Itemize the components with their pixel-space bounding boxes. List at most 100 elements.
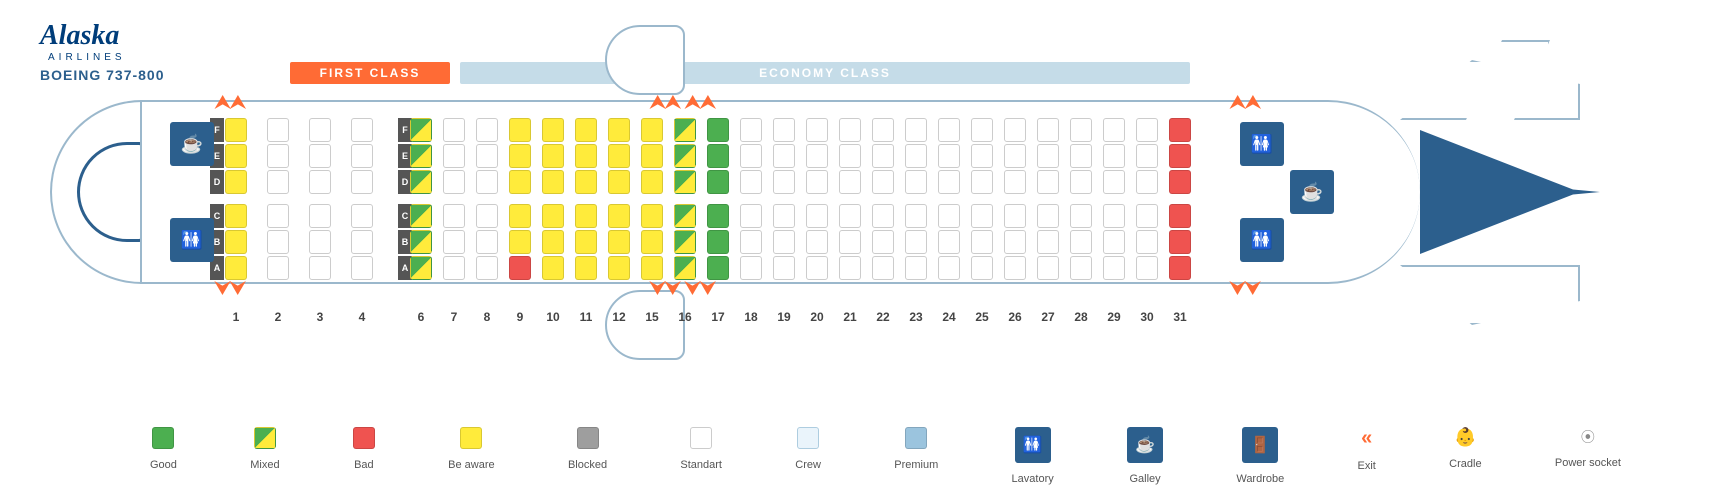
seat-10A[interactable] <box>542 256 564 280</box>
seat-29D[interactable] <box>1103 170 1125 194</box>
seat-21E[interactable] <box>839 144 861 168</box>
seat-29B[interactable] <box>1103 230 1125 254</box>
seat-22C[interactable] <box>872 204 894 228</box>
seat-8E[interactable] <box>476 144 498 168</box>
seat-28C[interactable] <box>1070 204 1092 228</box>
seat-9B[interactable] <box>509 230 531 254</box>
seat-1E[interactable] <box>225 144 247 168</box>
seat-29E[interactable] <box>1103 144 1125 168</box>
seat-26A[interactable] <box>1004 256 1026 280</box>
seat-26F[interactable] <box>1004 118 1026 142</box>
seat-16A[interactable] <box>674 256 696 280</box>
seat-27A[interactable] <box>1037 256 1059 280</box>
seat-7C[interactable] <box>443 204 465 228</box>
seat-3C[interactable] <box>309 204 331 228</box>
seat-25C[interactable] <box>971 204 993 228</box>
seat-28D[interactable] <box>1070 170 1092 194</box>
seat-24F[interactable] <box>938 118 960 142</box>
seat-3F[interactable] <box>309 118 331 142</box>
seat-23B[interactable] <box>905 230 927 254</box>
seat-15F[interactable] <box>641 118 663 142</box>
seat-26D[interactable] <box>1004 170 1026 194</box>
seat-23D[interactable] <box>905 170 927 194</box>
seat-30C[interactable] <box>1136 204 1158 228</box>
seat-8F[interactable] <box>476 118 498 142</box>
seat-22E[interactable] <box>872 144 894 168</box>
seat-17A[interactable] <box>707 256 729 280</box>
seat-24C[interactable] <box>938 204 960 228</box>
seat-19F[interactable] <box>773 118 795 142</box>
seat-28A[interactable] <box>1070 256 1092 280</box>
seat-18F[interactable] <box>740 118 762 142</box>
seat-2F[interactable] <box>267 118 289 142</box>
seat-20E[interactable] <box>806 144 828 168</box>
seat-26E[interactable] <box>1004 144 1026 168</box>
seat-20C[interactable] <box>806 204 828 228</box>
seat-1F[interactable] <box>225 118 247 142</box>
seat-9A[interactable] <box>509 256 531 280</box>
seat-10F[interactable] <box>542 118 564 142</box>
seat-19E[interactable] <box>773 144 795 168</box>
seat-18C[interactable] <box>740 204 762 228</box>
seat-6D[interactable] <box>410 170 432 194</box>
seat-4D[interactable] <box>351 170 373 194</box>
seat-31B[interactable] <box>1169 230 1191 254</box>
seat-2A[interactable] <box>267 256 289 280</box>
seat-28B[interactable] <box>1070 230 1092 254</box>
seat-15D[interactable] <box>641 170 663 194</box>
seat-11C[interactable] <box>575 204 597 228</box>
seat-21D[interactable] <box>839 170 861 194</box>
seat-31A[interactable] <box>1169 256 1191 280</box>
seat-8D[interactable] <box>476 170 498 194</box>
seat-7D[interactable] <box>443 170 465 194</box>
seat-17D[interactable] <box>707 170 729 194</box>
seat-23F[interactable] <box>905 118 927 142</box>
seat-7A[interactable] <box>443 256 465 280</box>
seat-2E[interactable] <box>267 144 289 168</box>
seat-24E[interactable] <box>938 144 960 168</box>
seat-17B[interactable] <box>707 230 729 254</box>
seat-20A[interactable] <box>806 256 828 280</box>
seat-22D[interactable] <box>872 170 894 194</box>
seat-6E[interactable] <box>410 144 432 168</box>
seat-29F[interactable] <box>1103 118 1125 142</box>
seat-24A[interactable] <box>938 256 960 280</box>
seat-18E[interactable] <box>740 144 762 168</box>
seat-11E[interactable] <box>575 144 597 168</box>
seat-23A[interactable] <box>905 256 927 280</box>
seat-1D[interactable] <box>225 170 247 194</box>
seat-2B[interactable] <box>267 230 289 254</box>
seat-12F[interactable] <box>608 118 630 142</box>
seat-3E[interactable] <box>309 144 331 168</box>
seat-29C[interactable] <box>1103 204 1125 228</box>
seat-4C[interactable] <box>351 204 373 228</box>
seat-12C[interactable] <box>608 204 630 228</box>
seat-16D[interactable] <box>674 170 696 194</box>
seat-3B[interactable] <box>309 230 331 254</box>
seat-3D[interactable] <box>309 170 331 194</box>
seat-31E[interactable] <box>1169 144 1191 168</box>
seat-17C[interactable] <box>707 204 729 228</box>
seat-17F[interactable] <box>707 118 729 142</box>
seat-18D[interactable] <box>740 170 762 194</box>
seat-10D[interactable] <box>542 170 564 194</box>
seat-22F[interactable] <box>872 118 894 142</box>
seat-9C[interactable] <box>509 204 531 228</box>
seat-20B[interactable] <box>806 230 828 254</box>
seat-31F[interactable] <box>1169 118 1191 142</box>
seat-16B[interactable] <box>674 230 696 254</box>
seat-29A[interactable] <box>1103 256 1125 280</box>
seat-25E[interactable] <box>971 144 993 168</box>
seat-8C[interactable] <box>476 204 498 228</box>
seat-15C[interactable] <box>641 204 663 228</box>
seat-27E[interactable] <box>1037 144 1059 168</box>
seat-15A[interactable] <box>641 256 663 280</box>
seat-21F[interactable] <box>839 118 861 142</box>
seat-16C[interactable] <box>674 204 696 228</box>
seat-27B[interactable] <box>1037 230 1059 254</box>
seat-11D[interactable] <box>575 170 597 194</box>
seat-15B[interactable] <box>641 230 663 254</box>
seat-12A[interactable] <box>608 256 630 280</box>
seat-30D[interactable] <box>1136 170 1158 194</box>
seat-7F[interactable] <box>443 118 465 142</box>
